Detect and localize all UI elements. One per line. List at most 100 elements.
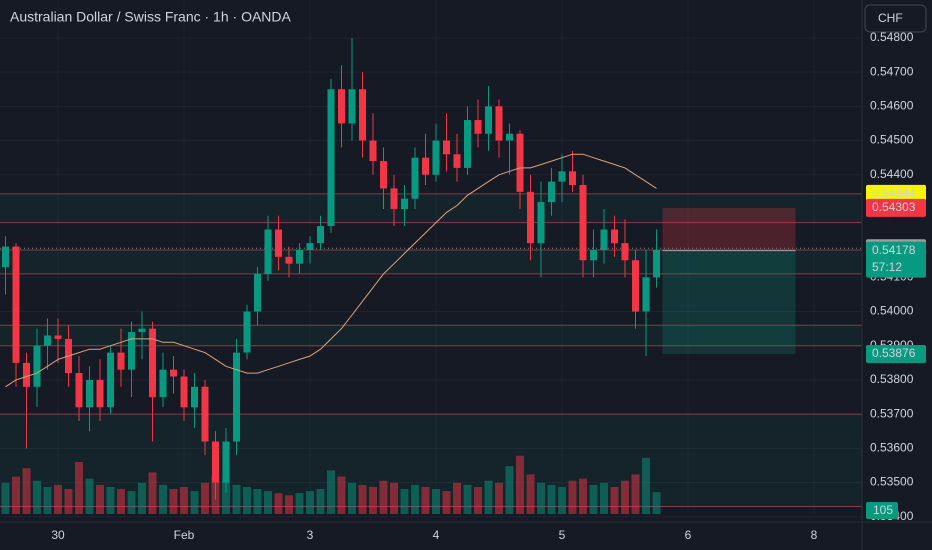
currency-button[interactable]: [864, 4, 927, 33]
volume-bar: [64, 489, 73, 514]
candle-body: [86, 379, 93, 408]
volume-bar: [201, 482, 209, 514]
candle-body: [516, 133, 524, 192]
y-tick-label: 0.53500: [870, 475, 914, 489]
volume-bar: [253, 489, 262, 514]
candle-body: [495, 106, 503, 141]
candle-body: [2, 246, 9, 268]
candle-body: [159, 369, 167, 398]
volume-bar: [159, 484, 167, 514]
volume-bar: [85, 478, 94, 514]
candle-body: [506, 133, 513, 141]
currency-label[interactable]: CHF: [878, 11, 903, 25]
candle-body: [401, 198, 408, 209]
y-tick-label: 0.54400: [870, 167, 914, 181]
volume-bar: [621, 480, 629, 514]
candle-body: [359, 89, 366, 141]
volume-bar: [589, 484, 598, 514]
volume-bar: [610, 486, 619, 514]
x-tick-label: 6: [685, 528, 692, 542]
candle-body: [243, 311, 251, 353]
volume-bar: [75, 462, 83, 514]
candle-body: [317, 226, 324, 244]
volume-bar: [54, 484, 62, 514]
position-stop: [662, 207, 796, 251]
candle-body: [632, 260, 639, 312]
candle-body: [380, 161, 387, 189]
y-tick-label: 0.54800: [870, 30, 914, 44]
volume-bar: [274, 493, 283, 514]
candle-body: [96, 379, 104, 408]
volume-bar: [411, 484, 419, 514]
volume-bar: [1, 482, 10, 514]
candle-body: [306, 243, 314, 250]
candle-body: [611, 229, 618, 244]
price-tag-label: 0.54178: [872, 243, 916, 257]
volume-bar: [516, 455, 524, 514]
y-tick-label: 0.54500: [870, 133, 914, 147]
candle-body: [107, 352, 114, 408]
volume-bar: [579, 478, 587, 514]
candle-body: [33, 345, 41, 387]
candle-body: [264, 229, 272, 274]
candle-body: [474, 120, 482, 134]
candle-body: [537, 202, 545, 244]
position-target: [662, 250, 796, 354]
volume-bar: [148, 472, 157, 514]
candle-body: [138, 328, 146, 333]
volume-bar: [106, 486, 115, 514]
volume-bar: [43, 486, 52, 514]
x-tick-label: 8: [811, 528, 818, 542]
candle-body: [590, 249, 597, 261]
x-tick-label: 5: [559, 528, 566, 542]
candle-body: [191, 386, 198, 408]
candle-body: [54, 335, 62, 339]
candle-body: [285, 256, 293, 264]
candle-body: [527, 191, 534, 244]
volume-bar: [390, 482, 398, 514]
candle-body: [117, 352, 125, 370]
volume-bar: [117, 489, 125, 514]
candle-body: [149, 328, 156, 398]
y-tick-label: 0.54000: [870, 304, 914, 318]
candle-body: [23, 362, 30, 387]
volume-bar: [358, 484, 367, 514]
volume-bar: [190, 491, 199, 514]
candle-body: [348, 89, 356, 124]
volume-bar: [22, 468, 31, 514]
candle-body: [369, 140, 377, 162]
volume-bar: [285, 495, 293, 514]
price-tag-label: 0.54344: [872, 186, 916, 200]
volume-bar: [180, 486, 188, 514]
volume-bar: [327, 470, 335, 514]
y-tick-label: 0.54700: [870, 64, 914, 78]
volume-bar: [222, 480, 230, 514]
y-tick-label: 0.54600: [870, 99, 914, 113]
chart-title: Australian Dollar / Swiss Franc · 1h · O…: [10, 9, 292, 25]
candle-body: [621, 243, 629, 261]
candle-body: [44, 335, 51, 346]
volume-bar: [295, 493, 304, 514]
candle-body: [254, 273, 261, 312]
candle-body: [128, 332, 135, 370]
candle-body: [390, 188, 398, 209]
volume-bar: [652, 492, 661, 514]
y-tick-label: 0.53600: [870, 441, 914, 455]
candle-body: [653, 249, 660, 278]
volume-bar: [96, 484, 104, 514]
price-tag-label: 0.54303: [872, 200, 916, 214]
volume-bar: [495, 482, 503, 514]
candle-body: [296, 249, 303, 264]
volume-bar: [505, 466, 514, 514]
candle-body: [558, 171, 566, 182]
volume-bar: [558, 486, 566, 514]
price-tag: [866, 241, 926, 278]
candle-body: [443, 140, 450, 155]
zone: [0, 193, 862, 223]
volume-bar: [400, 489, 409, 514]
volume-tag-label: 105: [873, 503, 893, 517]
volume-bar: [33, 480, 41, 514]
candle-body: [453, 154, 461, 168]
candle-body: [327, 89, 335, 227]
